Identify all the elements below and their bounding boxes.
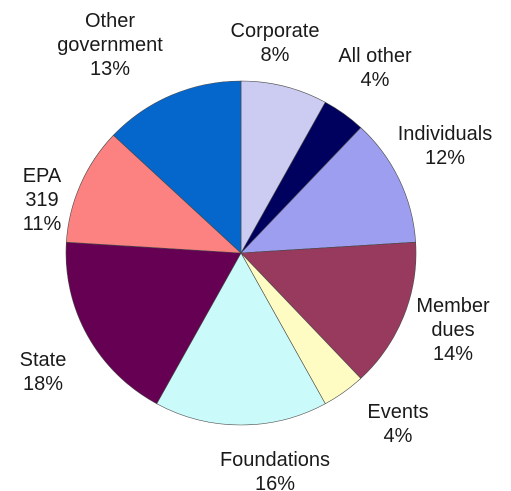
pie-slices xyxy=(65,80,417,426)
slice-name: Corporate xyxy=(231,20,320,42)
slice-name: government xyxy=(57,34,163,56)
slice-label-all-other: All other 4% xyxy=(338,45,412,91)
slice-name: Events xyxy=(367,401,428,423)
pie-labels: Corporate 8% All other 4%Individuals 12%Memb… xyxy=(20,10,493,491)
slice-percent: 13% xyxy=(90,58,130,80)
pie-slice-foundations xyxy=(156,252,326,426)
slice-label-events: Events 4% xyxy=(367,401,428,447)
slice-label-corporate: Corporate 8% xyxy=(231,20,320,66)
slice-label-foundations: Foundations 16% xyxy=(220,449,330,491)
slice-name: All other xyxy=(338,45,412,67)
slice-percent: 8% xyxy=(261,44,290,66)
slice-percent: 14% xyxy=(433,343,473,365)
slice-name: EPA xyxy=(23,165,62,187)
slice-label-individuals: Individuals 12% xyxy=(398,123,493,169)
slice-label-other-government: Other government 13% xyxy=(57,10,163,80)
pie-slice-state xyxy=(65,241,242,405)
slice-label-state: State 18% xyxy=(20,349,67,395)
slice-label-epa-319: EPA 319 11% xyxy=(23,165,62,235)
slice-name: Member xyxy=(416,295,490,317)
pie-slice-other-government xyxy=(113,80,242,254)
slice-percent: 4% xyxy=(361,69,390,91)
slice-percent: 16% xyxy=(255,473,295,491)
pie-slice-member-dues xyxy=(240,241,417,379)
slice-name: 319 xyxy=(25,189,58,211)
slice-percent: 18% xyxy=(23,373,63,395)
slice-name: Foundations xyxy=(220,449,330,471)
slice-name: Other xyxy=(85,10,135,32)
pie-slice-epa-319 xyxy=(66,134,242,254)
slice-label-member-dues: Member dues 14% xyxy=(416,295,490,365)
slice-percent: 4% xyxy=(384,425,413,447)
slice-percent: 11% xyxy=(23,213,62,235)
slice-percent: 12% xyxy=(425,147,465,169)
pie-slice-individuals xyxy=(240,127,416,254)
slice-name: State xyxy=(20,349,67,371)
slice-name: dues xyxy=(431,319,474,341)
slice-name: Individuals xyxy=(398,123,493,145)
